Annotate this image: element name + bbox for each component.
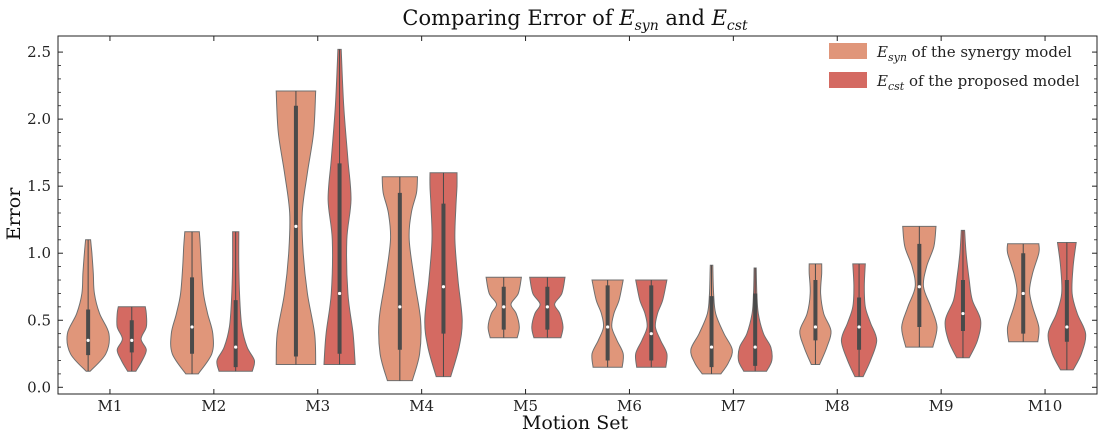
- x-tick-label-m7: M7: [721, 397, 746, 415]
- median-dot-proposed-m7: [753, 345, 757, 349]
- x-axis-title: Motion Set: [522, 412, 629, 434]
- y-tick-label: 1.0: [27, 244, 51, 262]
- y-tick-label: 1.5: [27, 177, 51, 195]
- x-tick-label-m8: M8: [825, 397, 850, 415]
- legend: Esyn of the synergy model Ecst of the pr…: [829, 43, 1080, 93]
- chart-title-symbol-2: E: [711, 6, 727, 30]
- y-tick-label: 2.0: [27, 110, 51, 128]
- legend-label-proposed-text: of the proposed model: [904, 72, 1080, 90]
- median-dot-proposed-m2: [234, 345, 238, 349]
- y-tick-label: 0.5: [27, 311, 51, 329]
- legend-label-proposed: Ecst of the proposed model: [876, 72, 1080, 93]
- median-dot-proposed-m3: [337, 291, 342, 296]
- chart-title-middle: and: [659, 6, 712, 30]
- chart-title-subscript-1: syn: [635, 18, 659, 34]
- median-dot-proposed-m8: [857, 325, 861, 329]
- chart-title-prefix: Comparing Error of: [402, 6, 619, 30]
- median-dot-synergy-m4: [398, 305, 402, 309]
- axes-border: [57, 35, 1098, 395]
- y-tick-label: 2.5: [27, 43, 51, 61]
- median-dot-proposed-m1: [130, 338, 134, 342]
- plot-frame: [57, 35, 1098, 395]
- chart-title: Comparing Error of Esyn and Ecst: [402, 6, 748, 34]
- x-tick-label-m3: M3: [305, 397, 330, 415]
- chart-title-subscript-2: cst: [727, 18, 748, 34]
- median-dot-synergy-m7: [709, 345, 714, 349]
- median-dot-synergy-m8: [813, 325, 818, 329]
- y-axis: 0.0 0.5 1.0 1.5 2.0 2.5: [27, 43, 1097, 396]
- legend-label-proposed-subscript: cst: [888, 80, 905, 93]
- legend-swatch-proposed: [829, 72, 867, 88]
- legend-label-synergy-text: of the synergy model: [907, 43, 1072, 61]
- x-tick-label-m5: M5: [513, 397, 538, 415]
- x-tick-label-m10: M10: [1028, 397, 1062, 415]
- violin-group: [66, 48, 1087, 382]
- legend-label-proposed-symbol: E: [876, 72, 888, 90]
- y-axis-title: Error: [3, 187, 25, 240]
- median-dot-synergy-m2: [190, 325, 194, 329]
- chart-title-symbol-1: E: [618, 6, 634, 30]
- x-tick-label-m2: M2: [201, 397, 226, 415]
- median-dot-proposed-m9: [961, 311, 965, 316]
- median-dot-proposed-m5: [545, 305, 549, 309]
- x-tick-label-m9: M9: [929, 397, 954, 415]
- x-tick-label-m1: M1: [97, 397, 122, 415]
- legend-label-synergy-subscript: syn: [888, 51, 907, 64]
- legend-label-synergy-symbol: E: [876, 43, 888, 61]
- legend-swatch-synergy: [829, 43, 867, 59]
- y-tick-label: 0.0: [27, 378, 51, 396]
- median-dot-proposed-m10: [1065, 325, 1069, 329]
- x-axis: M1 M2 M3 M4 M5 M6 M7 M8 M9 M10: [97, 36, 1062, 415]
- median-dot-proposed-m6: [649, 332, 653, 336]
- median-dot-synergy-m10: [1021, 291, 1025, 296]
- median-dot-synergy-m1: [86, 338, 90, 342]
- median-dot-synergy-m5: [502, 305, 506, 309]
- median-dot-synergy-m9: [917, 285, 921, 289]
- median-dot-proposed-m4: [441, 285, 446, 289]
- x-tick-label-m6: M6: [617, 397, 642, 415]
- median-dot-synergy-m3: [294, 224, 298, 228]
- median-dot-synergy-m6: [606, 325, 610, 329]
- x-tick-label-m4: M4: [409, 397, 434, 415]
- legend-label-synergy: Esyn of the synergy model: [876, 43, 1072, 64]
